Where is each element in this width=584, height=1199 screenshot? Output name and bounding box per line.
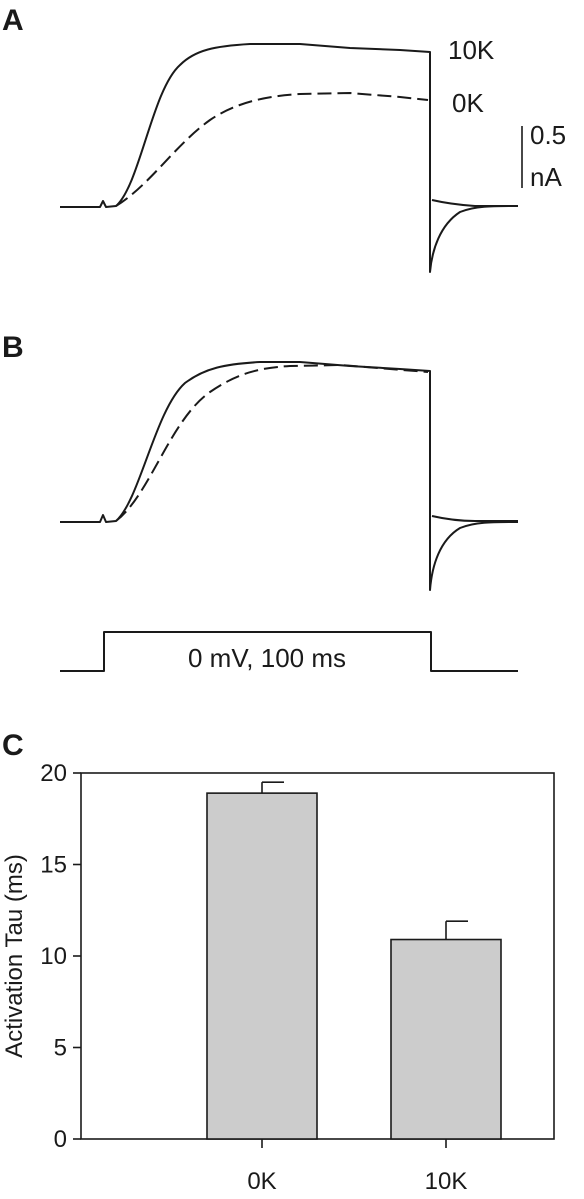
- panel-a: A 10K 0K 0.5 nA: [2, 4, 566, 273]
- bar-chart: 0 5 10 15 20 Activation Tau (ms) 0K 10K: [1, 760, 555, 1195]
- panel-b-trace-0k: [115, 364, 429, 522]
- y-tick-label: 0: [54, 1126, 67, 1153]
- panel-a-trace-0k: [115, 92, 429, 207]
- y-tick-label: 5: [54, 1035, 67, 1062]
- panel-a-letter: A: [2, 4, 24, 37]
- panel-a-trace-10k: [60, 43, 519, 273]
- panel-a-label-0k: 0K: [452, 88, 484, 118]
- y-tick-label: 20: [40, 760, 67, 787]
- y-tick-label: 15: [40, 852, 67, 879]
- panel-b-trace-0k-tail: [431, 515, 518, 522]
- protocol-label: 0 mV, 100 ms: [188, 643, 346, 673]
- scale-bar-value: 0.5: [530, 120, 566, 150]
- panel-b-trace-10k: [60, 361, 519, 591]
- panel-b-letter: B: [2, 331, 24, 364]
- scale-bar-unit: nA: [530, 162, 562, 192]
- panel-c: C 0 5 10 15 20 Activation Tau (ms) 0K 10K: [1, 729, 555, 1195]
- protocol-step: [60, 631, 518, 672]
- panel-a-label-10k: 10K: [448, 35, 495, 65]
- x-tick-label-10k: 10K: [425, 1168, 468, 1195]
- panel-b: B: [2, 331, 519, 591]
- bar-10k: [390, 938, 502, 1140]
- x-tick-label-0k: 0K: [247, 1168, 276, 1195]
- y-tick-label: 10: [40, 943, 67, 970]
- panel-c-letter: C: [2, 729, 24, 762]
- panel-a-trace-0k-tail: [431, 199, 518, 207]
- voltage-protocol: 0 mV, 100 ms: [60, 631, 518, 673]
- y-axis-title: Activation Tau (ms): [1, 854, 28, 1058]
- bar-0k: [206, 792, 318, 1140]
